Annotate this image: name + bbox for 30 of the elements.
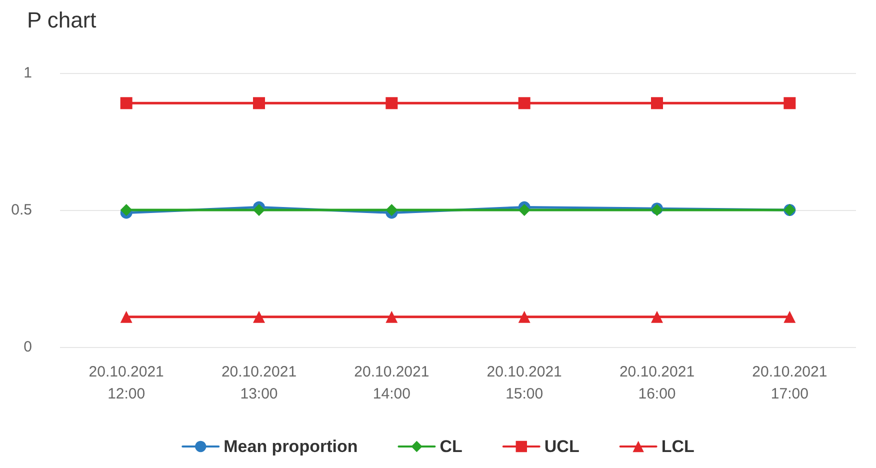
legend-label: CL <box>440 437 462 456</box>
point <box>253 310 265 323</box>
point <box>518 310 530 323</box>
legend-label: Mean proportion <box>224 437 358 456</box>
point <box>784 310 796 323</box>
x-tick-label: 20.10.2021 14:00 <box>354 364 430 402</box>
legend-label: UCL <box>544 437 580 456</box>
point <box>120 310 132 323</box>
x-tick-label: 20.10.2021 17:00 <box>752 364 828 402</box>
point <box>386 310 398 323</box>
legend-label: LCL <box>661 437 694 456</box>
point <box>120 97 132 110</box>
point <box>518 204 530 216</box>
y-tick-label: 0.5 <box>11 202 32 218</box>
point <box>120 204 132 216</box>
point <box>651 97 663 110</box>
x-tick-label: 20.10.2021 15:00 <box>486 364 562 402</box>
chart-title: P chart <box>27 8 96 32</box>
x-tick-label: 20.10.2021 16:00 <box>619 364 695 402</box>
x-tick-label: 20.10.2021 13:00 <box>221 364 297 402</box>
point <box>784 97 796 110</box>
point <box>253 97 265 110</box>
point <box>651 310 663 323</box>
point <box>386 97 398 110</box>
point <box>518 97 530 110</box>
y-tick-label: 0 <box>24 338 32 356</box>
y-tick-label: 1 <box>24 64 32 82</box>
point <box>253 204 265 216</box>
x-tick-label: 20.10.2021 12:00 <box>88 364 164 402</box>
point <box>386 204 398 216</box>
